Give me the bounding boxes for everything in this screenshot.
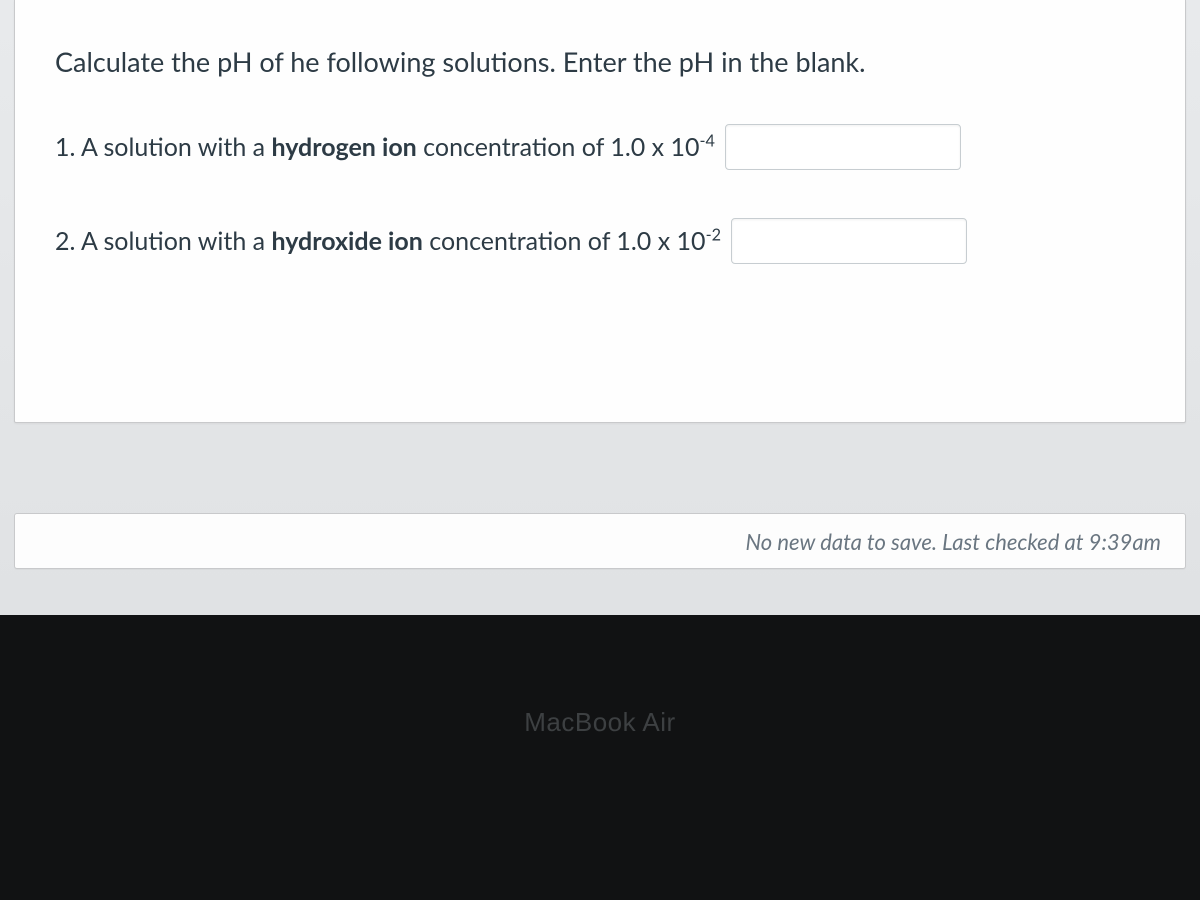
quiz-screen: Calculate the pH of he following solutio… <box>0 0 1200 615</box>
autosave-status-bar: No new data to save. Last checked at 9:3… <box>14 513 1186 569</box>
question-2-prefix: A solution with a <box>81 226 272 256</box>
laptop-bezel: MacBook Air <box>0 615 1200 900</box>
question-1-bold: hydrogen ion <box>272 132 417 162</box>
question-2-text: 2. A solution with a hydroxide ion conce… <box>55 224 721 259</box>
question-2-exponent: -2 <box>706 226 721 245</box>
question-item-2: 2. A solution with a hydroxide ion conce… <box>55 218 1145 264</box>
question-1-text: 1. A solution with a hydrogen ion concen… <box>55 130 715 165</box>
question-item-1: 1. A solution with a hydrogen ion concen… <box>55 124 1145 170</box>
answer-input-2[interactable] <box>731 218 967 264</box>
autosave-status-text: No new data to save. Last checked at 9:3… <box>746 528 1162 555</box>
question-card: Calculate the pH of he following solutio… <box>14 0 1186 423</box>
question-1-number: 1. <box>55 132 75 162</box>
answer-input-1[interactable] <box>725 124 961 170</box>
question-instruction: Calculate the pH of he following solutio… <box>55 44 1145 80</box>
question-2-number: 2. <box>55 226 75 256</box>
question-2-bold: hydroxide ion <box>272 226 423 256</box>
question-2-suffix: concentration of 1.0 x 10 <box>423 226 706 256</box>
laptop-model-label: MacBook Air <box>524 707 675 738</box>
question-1-suffix: concentration of 1.0 x 10 <box>417 132 700 162</box>
question-1-exponent: -4 <box>700 132 715 151</box>
question-1-prefix: A solution with a <box>81 132 272 162</box>
